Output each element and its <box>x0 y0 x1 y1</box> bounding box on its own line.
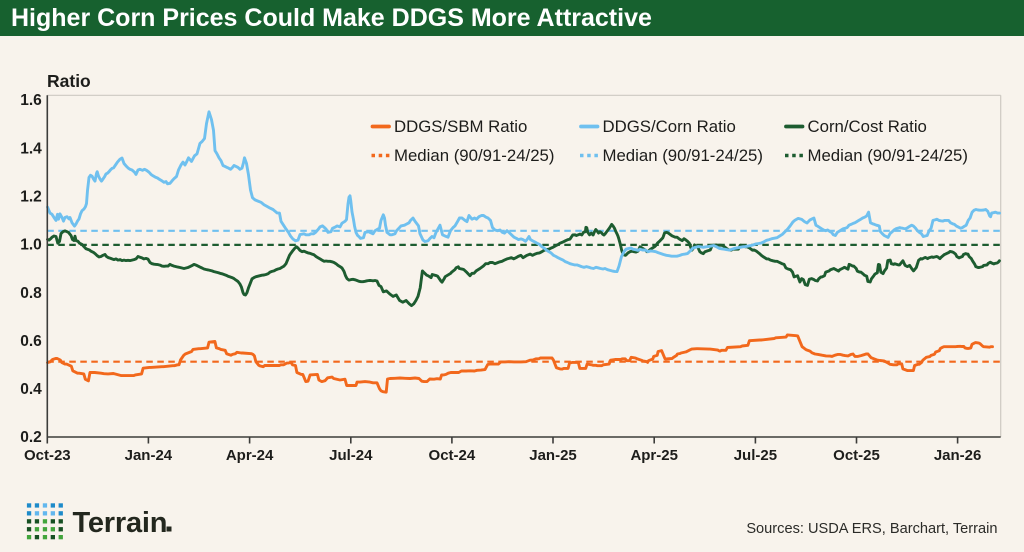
svg-text:Jan-25: Jan-25 <box>529 447 577 464</box>
svg-text:Jan-24: Jan-24 <box>125 447 173 464</box>
svg-text:1.2: 1.2 <box>20 189 42 206</box>
svg-text:Median (90/91-24/25): Median (90/91-24/25) <box>603 146 763 165</box>
svg-text:Oct-23: Oct-23 <box>24 447 71 464</box>
svg-text:Oct-24: Oct-24 <box>429 447 476 464</box>
svg-text:Jul-25: Jul-25 <box>734 447 777 464</box>
svg-text:Sources: USDA ERS, Barchart, T: Sources: USDA ERS, Barchart, Terrain <box>746 521 997 537</box>
svg-text:Terrain: Terrain <box>73 507 168 539</box>
svg-text:0.2: 0.2 <box>20 429 42 446</box>
svg-text:1.4: 1.4 <box>20 140 42 157</box>
svg-text:Apr-25: Apr-25 <box>630 447 678 464</box>
svg-text:1.0: 1.0 <box>20 237 42 254</box>
svg-text:0.4: 0.4 <box>20 381 42 398</box>
svg-text:DDGS/SBM Ratio: DDGS/SBM Ratio <box>394 117 527 136</box>
svg-text:Ratio: Ratio <box>47 71 91 91</box>
svg-text:0.6: 0.6 <box>20 333 42 350</box>
svg-text:Oct-25: Oct-25 <box>833 447 880 464</box>
svg-text:Median (90/91-24/25): Median (90/91-24/25) <box>808 146 968 165</box>
svg-text:Median (90/91-24/25): Median (90/91-24/25) <box>394 146 554 165</box>
svg-text:Corn/Cost Ratio: Corn/Cost Ratio <box>808 117 927 136</box>
svg-text:1.6: 1.6 <box>20 92 42 109</box>
svg-text:Apr-24: Apr-24 <box>226 447 274 464</box>
svg-text:DDGS/Corn Ratio: DDGS/Corn Ratio <box>603 117 736 136</box>
svg-text:0.8: 0.8 <box>20 285 42 302</box>
svg-text:Jul-24: Jul-24 <box>329 447 373 464</box>
svg-text:Jan-26: Jan-26 <box>934 447 982 464</box>
